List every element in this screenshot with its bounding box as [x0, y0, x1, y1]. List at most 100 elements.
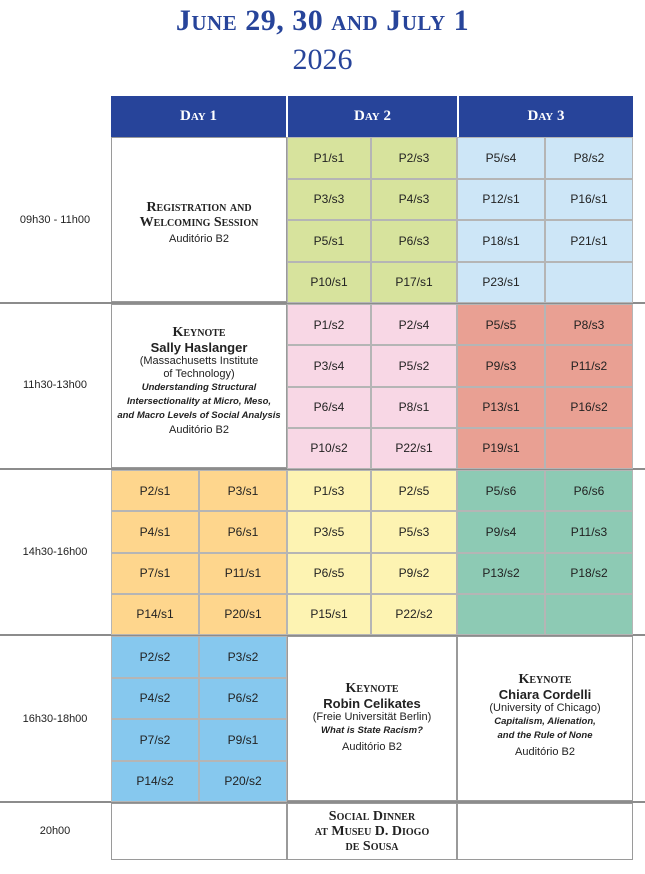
day-header-1: Day 1 — [111, 96, 286, 137]
keynote-talk-title: What is State Racism? — [321, 725, 423, 736]
session-cell — [545, 427, 633, 469]
session-cell: P1/s2 — [287, 304, 371, 346]
keynote-talk-title: Intersectionality at Micro, Meso, — [126, 396, 272, 407]
row-separator — [0, 468, 645, 470]
social-dinner-text: de Sousa — [345, 839, 399, 854]
keynote-label: Keynote — [518, 672, 572, 687]
session-cell: P9/s2 — [371, 552, 457, 594]
session-cell: P11/s1 — [199, 552, 287, 594]
session-cell: P2/s4 — [371, 304, 457, 346]
registration-title: Welcoming Session — [139, 215, 259, 230]
session-cell: P5/s4 — [457, 137, 545, 179]
session-cell: P5/s1 — [287, 220, 371, 262]
keynote-talk-title: and Macro Levels of Social Analysis — [117, 410, 281, 421]
session-cell — [457, 593, 545, 635]
keynote-talk-title: Capitalism, Alienation, — [494, 716, 596, 727]
session-cell: P6/s6 — [545, 470, 633, 512]
session-cell: P5/s3 — [371, 511, 457, 553]
session-cell: P13/s1 — [457, 386, 545, 428]
keynote-label: Keynote — [345, 681, 399, 696]
keynote-room: Auditório B2 — [515, 746, 575, 758]
session-cell: P22/s2 — [371, 593, 457, 635]
session-cell: P4/s2 — [111, 677, 199, 719]
session-cell: P6/s4 — [287, 386, 371, 428]
keynote-talk-title: Understanding Structural — [141, 382, 257, 393]
keynote-affiliation: (Freie Universität Berlin) — [312, 711, 432, 723]
social-dinner-text: Social Dinner — [328, 809, 416, 824]
keynote-talk-title: and the Rule of None — [497, 730, 593, 741]
keynote-speaker: Sally Haslanger — [150, 340, 248, 355]
session-cell: P12/s1 — [457, 178, 545, 220]
keynote-room: Auditório B2 — [169, 424, 229, 436]
social-dinner-cell: Social Dinner at Museu D. Diogo de Sousa — [287, 803, 457, 860]
keynote-cell: Keynote Robin Celikates (Freie Universit… — [287, 636, 457, 801]
session-cell: P3/s3 — [287, 178, 371, 220]
session-cell: P5/s5 — [457, 304, 545, 346]
time-slot-4: 16h30-18h00 — [22, 713, 88, 725]
session-cell: P3/s5 — [287, 511, 371, 553]
session-cell: P14/s1 — [111, 593, 199, 635]
keynote-cell: Keynote Chiara Cordelli (University of C… — [457, 636, 633, 801]
keynote-affiliation: (Massachusetts Institute — [139, 355, 259, 367]
session-cell: P2/s5 — [371, 470, 457, 512]
keynote-cell: Keynote Sally Haslanger (Massachusetts I… — [111, 304, 287, 468]
session-cell: P6/s2 — [199, 677, 287, 719]
session-cell: P4/s3 — [371, 178, 457, 220]
page-title: June 29, 30 and July 1 — [175, 4, 470, 37]
session-cell: P5/s2 — [371, 345, 457, 387]
time-slot-3: 14h30-16h00 — [22, 546, 88, 558]
session-cell: P6/s3 — [371, 220, 457, 262]
time-slot-1: 09h30 - 11h00 — [19, 214, 91, 226]
row-separator — [0, 302, 645, 304]
session-cell — [545, 261, 633, 303]
keynote-label: Keynote — [172, 325, 226, 340]
session-cell: P22/s1 — [371, 427, 457, 469]
day-header-3: Day 3 — [459, 96, 633, 137]
session-cell: P19/s1 — [457, 427, 545, 469]
session-cell: P3/s2 — [199, 636, 287, 678]
session-cell: P8/s3 — [545, 304, 633, 346]
session-cell: P8/s1 — [371, 386, 457, 428]
keynote-affiliation: (University of Chicago) — [489, 702, 601, 714]
session-cell: P1/s3 — [287, 470, 371, 512]
session-cell: P10/s1 — [287, 261, 371, 303]
session-cell: P21/s1 — [545, 220, 633, 262]
registration-title: Registration and — [146, 200, 252, 215]
session-cell: P10/s2 — [287, 427, 371, 469]
session-cell: P7/s2 — [111, 719, 199, 761]
session-cell: P18/s1 — [457, 220, 545, 262]
registration-cell: Registration and Welcoming Session Audit… — [111, 137, 287, 302]
keynote-affiliation: of Technology) — [163, 368, 235, 380]
social-dinner-text: at Museu D. Diogo — [314, 824, 430, 839]
keynote-speaker: Chiara Cordelli — [498, 687, 592, 702]
session-cell: P11/s3 — [545, 511, 633, 553]
session-cell: P2/s2 — [111, 636, 199, 678]
session-cell: P11/s2 — [545, 345, 633, 387]
session-cell: P20/s1 — [199, 593, 287, 635]
row-separator — [0, 801, 645, 803]
time-slot-5: 20h00 — [39, 825, 71, 837]
day-header-2: Day 2 — [288, 96, 457, 137]
session-cell — [545, 593, 633, 635]
session-cell: P6/s5 — [287, 552, 371, 594]
day3-evening-cell — [457, 803, 633, 860]
session-cell: P16/s1 — [545, 178, 633, 220]
session-cell: P17/s1 — [371, 261, 457, 303]
time-slot-2: 11h30-13h00 — [22, 379, 88, 391]
session-cell: P14/s2 — [111, 760, 199, 802]
session-cell: P5/s6 — [457, 470, 545, 512]
session-cell: P4/s1 — [111, 511, 199, 553]
session-cell: P8/s2 — [545, 137, 633, 179]
session-cell: P16/s2 — [545, 386, 633, 428]
session-cell: P13/s2 — [457, 552, 545, 594]
session-cell: P20/s2 — [199, 760, 287, 802]
day1-evening-cell — [111, 803, 287, 860]
session-cell: P1/s1 — [287, 137, 371, 179]
row-separator — [0, 634, 645, 636]
keynote-speaker: Robin Celikates — [323, 696, 421, 711]
session-cell: P15/s1 — [287, 593, 371, 635]
session-cell: P2/s3 — [371, 137, 457, 179]
session-cell: P7/s1 — [111, 552, 199, 594]
keynote-room: Auditório B2 — [342, 741, 402, 753]
session-cell: P9/s4 — [457, 511, 545, 553]
